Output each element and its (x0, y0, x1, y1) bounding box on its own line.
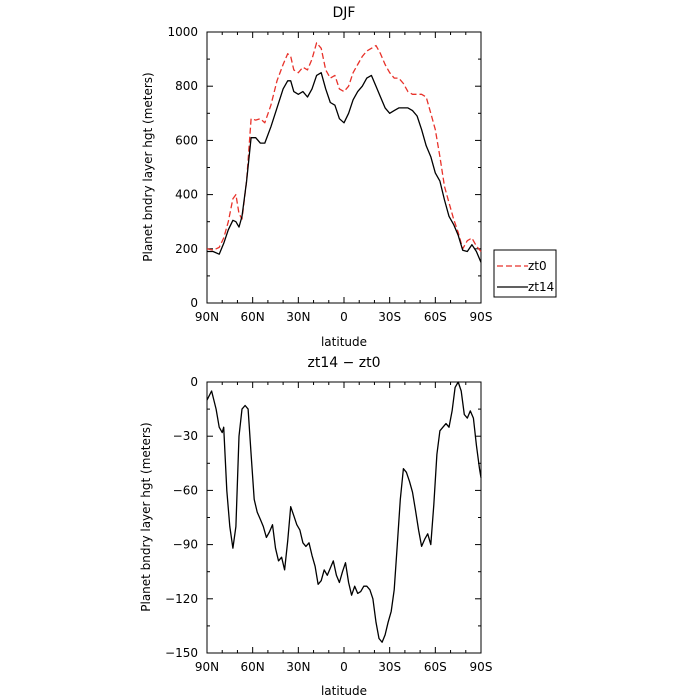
x-tick-label: 60N (241, 310, 265, 324)
series-line-difference-0 (206, 381, 482, 643)
x-tick-label: 90N (195, 660, 219, 674)
x-tick-label: 30S (378, 660, 401, 674)
y-tick-label: −150 (165, 646, 198, 660)
y-tick-label: 400 (175, 188, 198, 202)
top-panel-y-axis: 0 200 400 600 800 1000 (167, 25, 481, 310)
top-panel-djf: DJF 90N 60N 30N 0 30S 60S 90S 0 200 400 600 800 100… (141, 5, 557, 349)
bottom-panel-x-axis-label: latitude (321, 684, 367, 698)
y-tick-label: −120 (165, 592, 198, 606)
bottom-panel-series (206, 381, 482, 643)
bottom-panel-y-axis-label: Planet bndry layer hgt (meters) (139, 422, 153, 612)
x-tick-label: 60S (424, 310, 447, 324)
y-tick-label: 0 (190, 296, 198, 310)
legend-label-zt14: zt14 (528, 280, 554, 294)
top-panel-y-axis-label: Planet bndry layer hgt (meters) (141, 72, 155, 262)
x-tick-label: 0 (340, 660, 348, 674)
x-tick-label: 30N (286, 310, 310, 324)
x-tick-label: 0 (340, 310, 348, 324)
y-tick-label: 0 (190, 375, 198, 389)
y-tick-label: −60 (173, 483, 198, 497)
bottom-panel-y-axis: 0 −30 −60 −90 −120 −150 (165, 375, 481, 660)
bottom-panel-frame (206, 381, 482, 654)
bottom-panel-x-axis: 90N 60N 30N 0 30S 60S 90S (195, 382, 493, 674)
x-tick-label: 90N (195, 310, 219, 324)
y-tick-label: 600 (175, 133, 198, 147)
series-line-zt14 (207, 72, 482, 263)
x-tick-label: 30S (378, 310, 401, 324)
y-tick-label: 200 (175, 242, 198, 256)
bottom-panel-title: zt14 − zt0 (307, 355, 380, 371)
series-line-zt0 (206, 42, 482, 252)
top-panel-series (206, 42, 482, 263)
x-tick-label: 30N (286, 660, 310, 674)
legend-label-zt0: zt0 (528, 259, 547, 273)
x-tick-label: 60S (424, 660, 447, 674)
bottom-panel-difference: zt14 − zt0 90N 60N 30N 0 30S 60S 90S 0 −30 −60 −9… (139, 355, 492, 698)
top-panel-title: DJF (333, 5, 356, 21)
legend-box (493, 249, 557, 298)
top-panel-legend: zt0 zt14 (493, 249, 557, 298)
x-tick-label: 90S (470, 660, 493, 674)
top-panel-x-axis-label: latitude (321, 335, 367, 349)
top-panel-x-axis: 90N 60N 30N 0 30S 60S 90S (195, 32, 493, 324)
x-tick-label: 60N (241, 660, 265, 674)
y-tick-label: 1000 (167, 25, 198, 39)
y-tick-label: −90 (173, 538, 198, 552)
y-tick-label: −30 (173, 429, 198, 443)
y-tick-label: 800 (175, 79, 198, 93)
x-tick-label: 90S (470, 310, 493, 324)
